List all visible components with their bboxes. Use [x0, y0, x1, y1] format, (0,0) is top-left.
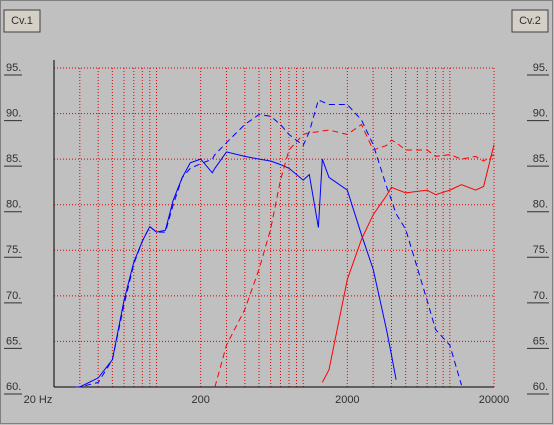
y-tick-label: 75.	[6, 244, 21, 256]
button-label[interactable]: Cv.2	[519, 15, 541, 27]
y2-tick-label: 85.	[533, 153, 548, 165]
button-face[interactable]	[3, 9, 41, 33]
x-tick-label: 2000	[335, 394, 359, 406]
y-tick-label: 70.	[6, 290, 21, 302]
button-label[interactable]: Cv.1	[11, 15, 33, 27]
y-tick-label: 90.	[6, 107, 21, 119]
y-tick-label: 80.	[6, 199, 21, 211]
button-right[interactable]: Cv.2	[511, 9, 549, 33]
y-tick-label: 85.	[6, 153, 21, 165]
y-tick-label: 60.	[6, 381, 21, 393]
x-tick-label: 20 Hz	[24, 394, 53, 406]
y2-tick-label: 90.	[533, 107, 548, 119]
curve	[214, 123, 495, 388]
y2-tick-label: 60.	[533, 381, 548, 393]
x-tick-label: 20000	[479, 394, 510, 406]
y2-tick-label: 65.	[533, 335, 548, 347]
curve	[75, 99, 462, 388]
curve	[75, 151, 397, 388]
y2-tick-label: 75.	[533, 244, 548, 256]
plot-lines	[75, 99, 495, 388]
x-tick-label: 200	[191, 394, 209, 406]
y-tick-label: 95.	[6, 62, 21, 74]
y-tick-label: 65.	[6, 335, 21, 347]
curve	[321, 144, 495, 383]
y2-tick-label: 80.	[533, 199, 548, 211]
button-left[interactable]: Cv.1	[3, 9, 41, 33]
button-face[interactable]	[511, 9, 549, 33]
y2-tick-label: 95.	[533, 62, 548, 74]
y2-tick-label: 70.	[533, 290, 548, 302]
